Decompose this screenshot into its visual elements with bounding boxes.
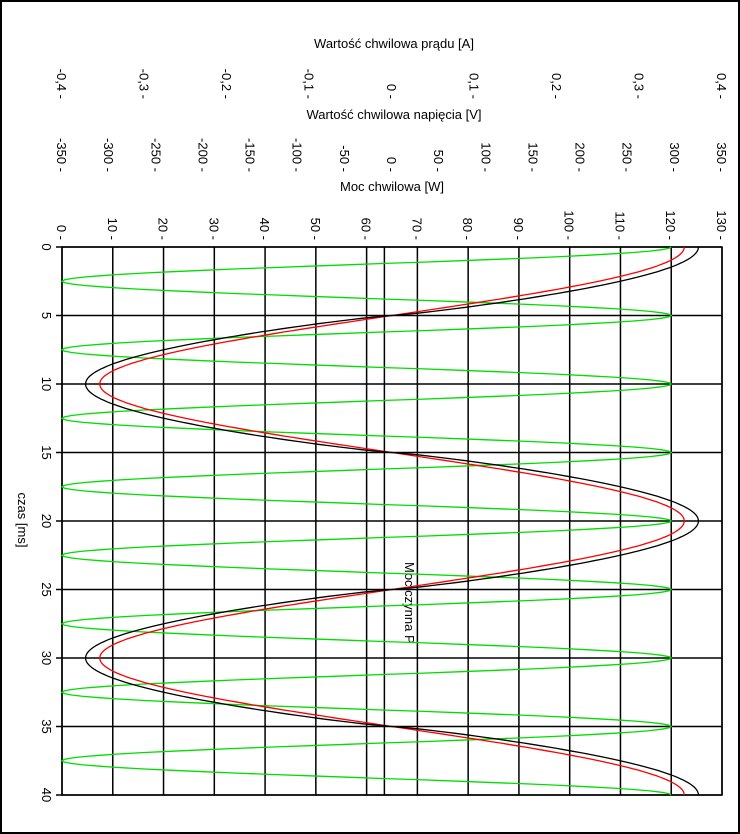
- voltage-tick-label: 50 -: [431, 150, 446, 172]
- power-tick-label: 10 -: [105, 218, 120, 240]
- current-axis-label: Wartość chwilowa prądu [A]: [314, 36, 474, 51]
- power-tick-label: 60 -: [359, 218, 374, 240]
- time-axis-label: czas [ms]: [15, 493, 30, 548]
- voltage-tick-label: 0 -: [384, 157, 399, 172]
- voltage-tick-label: -200 -: [195, 138, 210, 172]
- voltage-tick-label: -300 -: [101, 138, 116, 172]
- voltage-tick-label: 150 -: [525, 142, 540, 172]
- voltage-tick-label: 100 -: [478, 142, 493, 172]
- active-power-label: Moc czynna P: [402, 562, 417, 644]
- time-tick-label: 40: [39, 788, 54, 802]
- power-tick-label: 0 -: [54, 225, 69, 240]
- time-tick-label: 20: [39, 514, 54, 528]
- series-line: [60, 246, 673, 796]
- power-tick-label: 20 -: [156, 218, 171, 240]
- power-tick-label: 80 -: [460, 218, 475, 240]
- power-tick-label: 120 -: [663, 210, 678, 240]
- voltage-tick-label: -50 -: [337, 145, 352, 172]
- current-tick-label: -0,4 -: [54, 69, 69, 99]
- current-tick-label: 0,1 -: [467, 73, 482, 99]
- voltage-tick-label: -350 -: [54, 138, 69, 172]
- power-tick-label: 100 -: [562, 210, 577, 240]
- grid: [56, 246, 723, 796]
- current-tick-label: -0,2 -: [219, 69, 234, 99]
- series-line: [99, 246, 685, 796]
- voltage-tick-label: -100 -: [290, 138, 305, 172]
- plot-border: [61, 246, 723, 796]
- voltage-tick-label: 300 -: [667, 142, 682, 172]
- power-tick-label: 130 -: [714, 210, 729, 240]
- voltage-tick-label: -150 -: [243, 138, 258, 172]
- power-tick-label: 50 -: [308, 218, 323, 240]
- time-tick-label: 10: [39, 377, 54, 391]
- tick-labels: 0 5 10 15 20 25 30 35 40 0 - 10 - 20 - 30 - 40 - 50 - 6…: [39, 69, 729, 803]
- time-tick-label: 15: [39, 445, 54, 459]
- time-tick-label: 5: [39, 312, 54, 319]
- time-tick-label: 35: [39, 719, 54, 733]
- current-tick-label: 0,3 -: [632, 73, 647, 99]
- power-tick-label: 90 -: [511, 218, 526, 240]
- voltage-tick-label: -250 -: [148, 138, 163, 172]
- time-tick-label: 0: [39, 243, 54, 250]
- voltage-axis-label: Wartość chwilowa napięcia [V]: [306, 107, 481, 122]
- current-tick-label: 0,2 -: [549, 73, 564, 99]
- current-tick-label: -0,1 -: [302, 69, 317, 99]
- voltage-tick-label: 250 -: [620, 142, 635, 172]
- current-tick-label: 0,4 -: [714, 73, 729, 99]
- current-tick-label: -0,3 -: [137, 69, 152, 99]
- power-tick-label: 30 -: [206, 218, 221, 240]
- time-tick-label: 30: [39, 651, 54, 665]
- voltage-tick-label: 200 -: [573, 142, 588, 172]
- power-tick-label: 40 -: [257, 218, 272, 240]
- current-tick-label: 0 -: [384, 84, 399, 99]
- series-line: [84, 246, 700, 796]
- power-tick-label: 70 -: [409, 218, 424, 240]
- series-lines: [60, 246, 700, 796]
- power-tick-label: 110 -: [612, 211, 627, 240]
- power-axis-label: Moc chwilowa [W]: [340, 179, 444, 194]
- time-tick-label: 25: [39, 582, 54, 596]
- voltage-tick-label: 350 -: [714, 142, 729, 172]
